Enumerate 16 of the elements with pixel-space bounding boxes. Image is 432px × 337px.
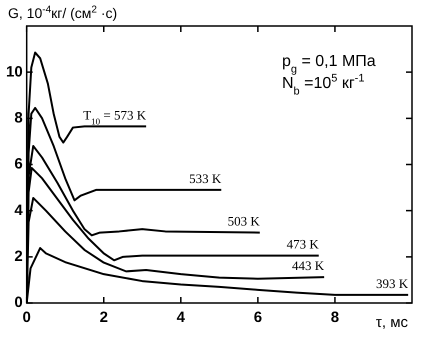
y-tick-label: 6 [14, 156, 23, 173]
y-tick-label: 10 [6, 63, 23, 80]
y-tick-label: 4 [14, 202, 24, 219]
series-label: 503 K [228, 214, 260, 229]
y-tick-label: 0 [14, 294, 23, 312]
x-axis-title: τ, мс [376, 314, 408, 331]
y-tick-label: 8 [14, 109, 23, 126]
x-tick-label: 8 [330, 309, 340, 326]
x-tick-label: 6 [254, 309, 262, 326]
series-label: 533 K [189, 170, 222, 186]
x-tick-label: 2 [100, 309, 108, 326]
series-label: 473 K [286, 236, 320, 252]
series-label: 393 K [376, 276, 409, 291]
y-tick-label: 2 [14, 248, 23, 265]
series-label: 443 K [292, 258, 325, 274]
x-tick-label: 4 [176, 309, 186, 326]
